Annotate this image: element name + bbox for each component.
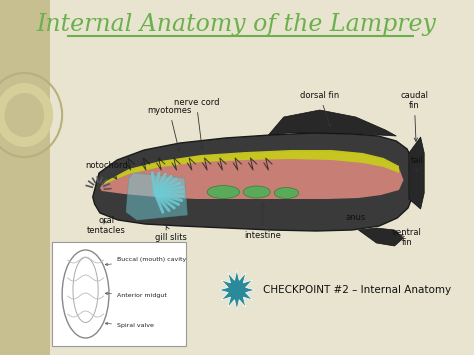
FancyBboxPatch shape [52, 242, 185, 346]
Text: caudal
fin: caudal fin [401, 91, 428, 141]
Text: intestine: intestine [245, 204, 282, 240]
Polygon shape [126, 173, 187, 220]
Text: anus: anus [346, 213, 366, 222]
Ellipse shape [274, 187, 299, 198]
Text: Anterior midgut: Anterior midgut [105, 292, 167, 299]
Ellipse shape [207, 186, 239, 198]
Polygon shape [93, 133, 415, 231]
FancyBboxPatch shape [0, 0, 50, 355]
Polygon shape [104, 150, 399, 184]
Text: dorsal fin: dorsal fin [300, 91, 339, 126]
Polygon shape [100, 152, 403, 199]
Text: Internal Anatomy of the Lamprey: Internal Anatomy of the Lamprey [36, 13, 436, 37]
Text: tail: tail [410, 156, 424, 171]
Text: oral
tentacles: oral tentacles [87, 215, 126, 235]
Text: gill slits: gill slits [155, 226, 187, 242]
Text: Spiral valve: Spiral valve [105, 322, 154, 328]
Text: myotomes: myotomes [147, 106, 191, 151]
Polygon shape [268, 110, 396, 136]
Polygon shape [219, 270, 255, 310]
Circle shape [5, 93, 44, 137]
Text: notochord: notochord [85, 161, 128, 179]
Ellipse shape [243, 186, 270, 198]
Polygon shape [409, 137, 424, 209]
Circle shape [0, 83, 53, 147]
Text: CHECKPOINT #2 – Internal Anatomy: CHECKPOINT #2 – Internal Anatomy [263, 285, 451, 295]
Text: ventral
fin: ventral fin [392, 228, 422, 247]
Text: nerve cord: nerve cord [173, 98, 219, 149]
Polygon shape [358, 228, 403, 246]
Text: Buccal (mouth) cavity: Buccal (mouth) cavity [105, 257, 186, 266]
